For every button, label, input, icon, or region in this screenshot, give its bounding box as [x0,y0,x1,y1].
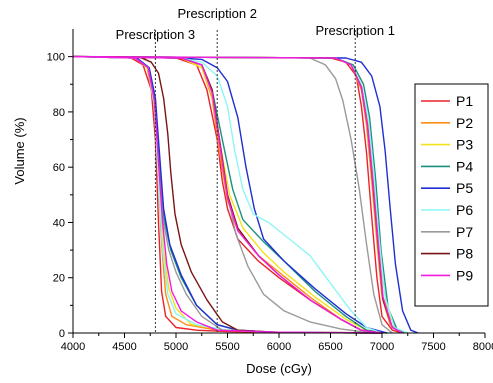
x-axis-title: Dose (cGy) [246,361,312,376]
series-line-p9-group-2 [72,55,383,334]
y-tick-label: 0 [59,328,65,340]
series-line-p5-group-3 [72,55,419,334]
x-tick-label: 6000 [267,341,291,353]
y-tick-label: 60 [53,162,65,174]
legend-label-p5: P5 [456,180,473,196]
series-line-p5-group-2 [72,55,388,334]
legend-label-p2: P2 [456,115,473,131]
legend-label-p8: P8 [456,246,473,262]
y-axis-title: Volume (%) [12,117,27,184]
legend-label-p9: P9 [456,267,473,283]
legend: P1 P2 P3 P4 P5 P6 P7 P8 P9 [414,83,489,307]
legend-label-p6: P6 [456,202,473,218]
x-tick-label: 6500 [318,341,342,353]
legend-label-p1: P1 [456,93,473,109]
prescription-annotations: Prescription 3 Prescription 2 Prescription… [116,6,395,42]
legend-label-p3: P3 [456,137,473,153]
legend-box [414,83,489,307]
legend-label-p4: P4 [456,158,473,174]
series-line-p8-group-1 [72,55,383,334]
x-tick-label: 5500 [215,341,239,353]
y-tick-label: 80 [53,107,65,119]
x-tick-label: 5000 [164,341,188,353]
prescription-label-3: Prescription 1 [315,23,394,38]
prescription-reference-lines [154,30,356,333]
x-tick-label: 4000 [61,341,85,353]
legend-label-p7: P7 [456,224,473,240]
series-line-p3-group-2 [72,55,388,334]
x-tick-label: 4500 [112,341,136,353]
series-line-p9-group-3 [72,55,403,334]
y-tick-label: 100 [47,52,65,64]
series-line-p7-group-3 [72,55,393,334]
y-tick-label: 40 [53,217,65,229]
prescription-label-1: Prescription 3 [116,27,195,42]
x-tick-label: 7500 [421,341,445,353]
prescription-label-2: Prescription 2 [177,6,256,21]
series-curves [72,55,419,334]
series-line-p6-group-2 [72,55,383,334]
x-tick-label: 7000 [370,341,394,353]
y-tick-label: 20 [53,273,65,285]
